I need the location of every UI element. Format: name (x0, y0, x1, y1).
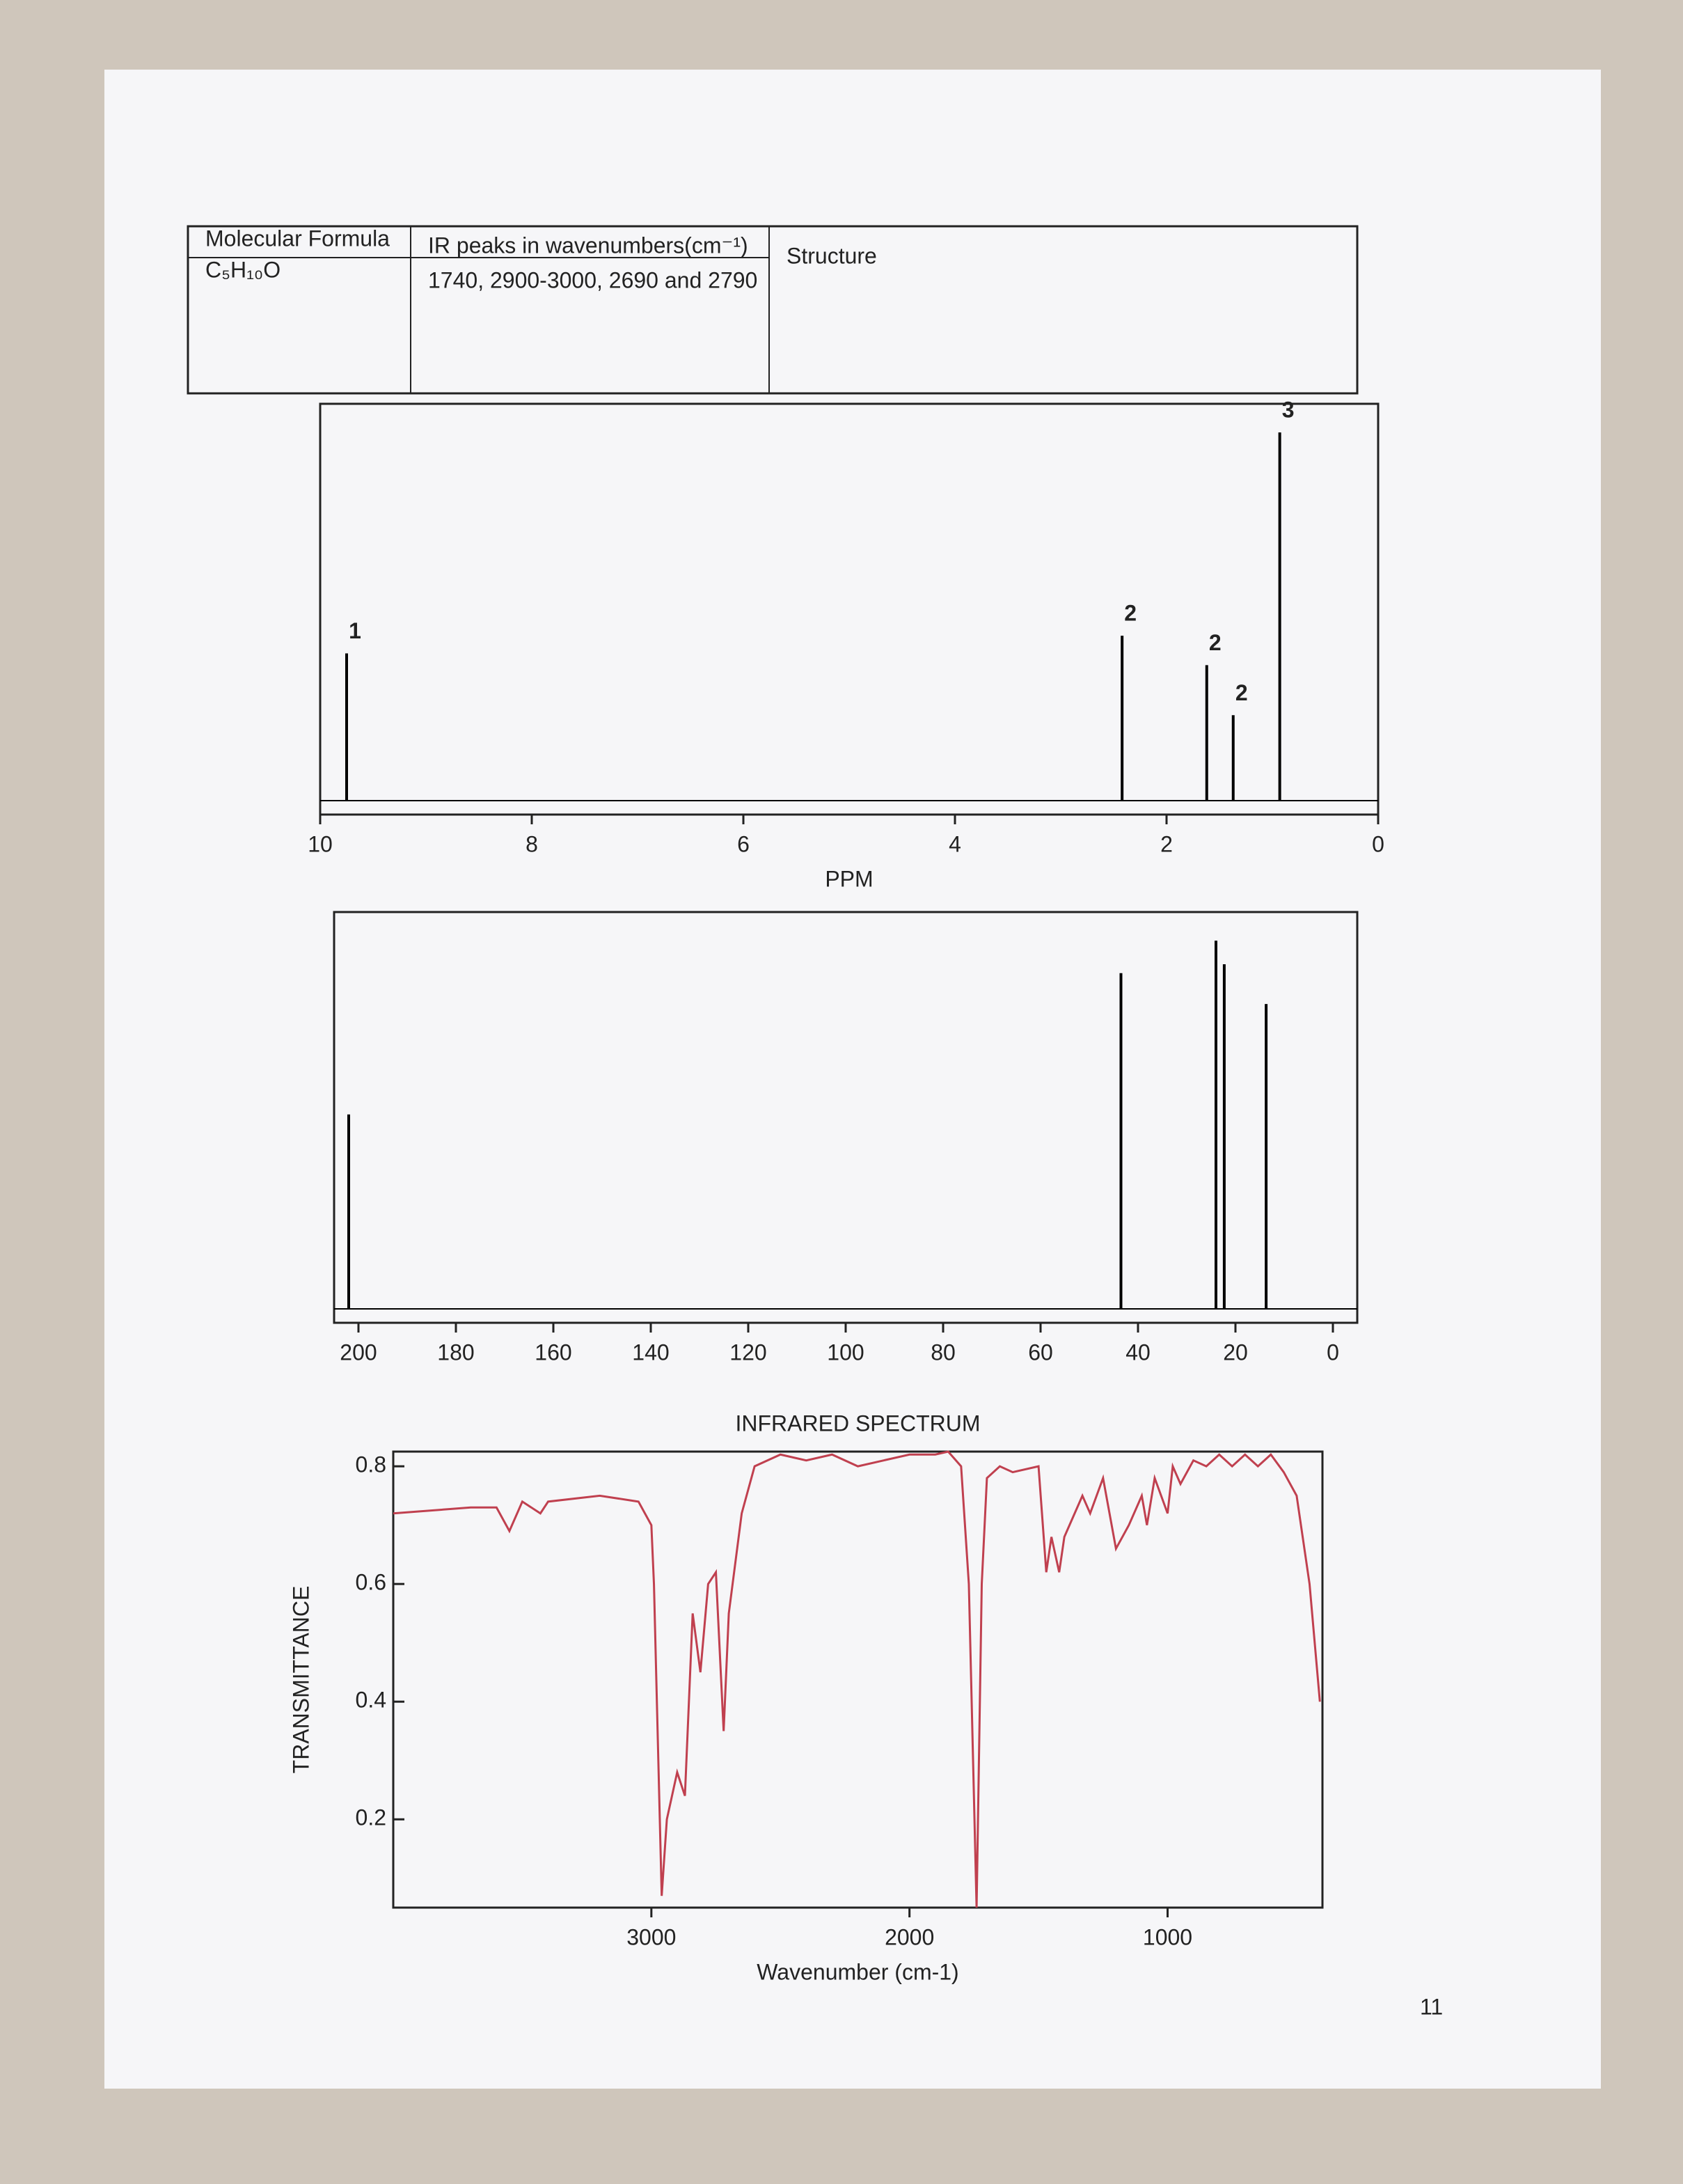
paper (104, 70, 1601, 2089)
y-tick-label: 0.2 (356, 1805, 386, 1830)
page-number: 11 (1420, 1994, 1443, 2019)
x-axis-label: PPM (825, 866, 873, 891)
x-tick-label: 3000 (626, 1924, 676, 1949)
x-tick-label: 20 (1223, 1340, 1248, 1365)
x-tick-label: 60 (1028, 1340, 1053, 1365)
x-tick-label: 2 (1160, 831, 1173, 856)
table-cell: 1740, 2900-3000, 2690 and 2790 (428, 267, 757, 292)
x-tick-label: 10 (308, 831, 333, 856)
plot-frame (392, 1450, 1324, 1909)
x-tick-label: 0 (1372, 831, 1384, 856)
x-tick-label: 2000 (885, 1924, 934, 1949)
table-header: Structure (787, 243, 877, 268)
x-tick-label: 8 (526, 831, 538, 856)
integration-label: 2 (1124, 601, 1137, 626)
x-tick-label: 100 (827, 1340, 864, 1365)
integration-label: 3 (1282, 398, 1295, 423)
y-axis-label: TRANSMITTANCE (288, 1586, 313, 1774)
y-tick-label: 0.4 (356, 1688, 386, 1713)
x-tick-label: 180 (437, 1340, 474, 1365)
x-tick-label: 120 (729, 1340, 766, 1365)
x-tick-label: 80 (931, 1340, 956, 1365)
plot-frame (319, 402, 1380, 816)
y-tick-label: 0.8 (356, 1452, 386, 1477)
table-header: IR peaks in wavenumbers(cm⁻¹) (428, 233, 748, 258)
x-tick-label: 200 (340, 1340, 377, 1365)
integration-label: 1 (349, 618, 361, 643)
table-border (187, 225, 1359, 395)
x-tick-label: 40 (1125, 1340, 1151, 1365)
integration-label: 2 (1235, 680, 1248, 705)
x-tick-label: 1000 (1143, 1924, 1192, 1949)
y-tick-label: 0.6 (356, 1570, 386, 1595)
x-tick-label: 140 (632, 1340, 669, 1365)
table-cell: C₅H₁₀O (205, 257, 280, 282)
table-header: Molecular Formula (205, 226, 390, 251)
x-tick-label: 4 (949, 831, 961, 856)
x-tick-label: 0 (1327, 1340, 1339, 1365)
integration-label: 2 (1209, 630, 1222, 655)
x-axis-label: Wavenumber (cm-1) (757, 1959, 958, 1984)
chart-title: INFRARED SPECTRUM (735, 1411, 980, 1436)
x-tick-label: 6 (737, 831, 750, 856)
spectrum-line (393, 1450, 1321, 1908)
x-tick-label: 160 (535, 1340, 571, 1365)
